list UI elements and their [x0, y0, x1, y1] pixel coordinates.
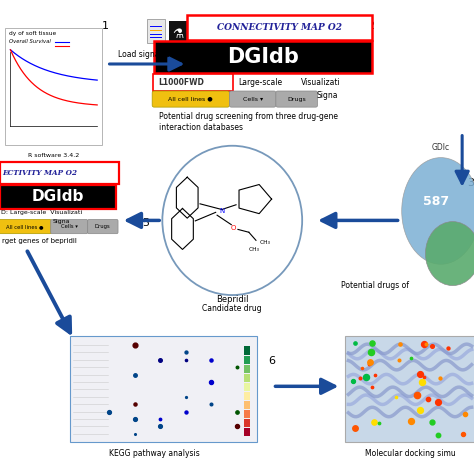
FancyBboxPatch shape: [244, 428, 250, 436]
FancyBboxPatch shape: [244, 392, 250, 400]
FancyBboxPatch shape: [229, 91, 276, 107]
Text: All cell lines ●: All cell lines ●: [168, 97, 213, 101]
FancyBboxPatch shape: [244, 365, 250, 373]
FancyBboxPatch shape: [147, 19, 165, 43]
FancyBboxPatch shape: [276, 91, 318, 107]
Text: Load signature: Load signature: [118, 50, 176, 59]
Text: 6: 6: [268, 356, 275, 365]
FancyBboxPatch shape: [153, 74, 233, 91]
Text: Cells ▾: Cells ▾: [61, 224, 78, 229]
FancyBboxPatch shape: [152, 91, 229, 107]
FancyBboxPatch shape: [244, 383, 250, 391]
Text: ⚗: ⚗: [172, 27, 183, 41]
Text: Drugs: Drugs: [287, 97, 306, 101]
FancyBboxPatch shape: [0, 185, 116, 209]
FancyBboxPatch shape: [0, 219, 51, 234]
FancyBboxPatch shape: [345, 336, 474, 442]
FancyBboxPatch shape: [244, 410, 250, 418]
Text: L1000FWD: L1000FWD: [158, 78, 204, 87]
Text: Drugs: Drugs: [94, 224, 110, 229]
Text: CH₃: CH₃: [249, 247, 260, 252]
Text: R software 3.4.2: R software 3.4.2: [27, 153, 79, 158]
FancyBboxPatch shape: [244, 374, 250, 382]
FancyBboxPatch shape: [88, 219, 118, 234]
Text: O: O: [231, 226, 237, 231]
Text: DGIdb: DGIdb: [227, 47, 299, 67]
Text: 2: 2: [367, 21, 374, 31]
FancyBboxPatch shape: [154, 41, 372, 73]
Text: Signa: Signa: [317, 91, 338, 100]
Text: ECTIVITY MAP O2: ECTIVITY MAP O2: [2, 169, 77, 177]
Text: 3: 3: [467, 178, 474, 188]
Text: CONNECTIVITY MAP O2: CONNECTIVITY MAP O2: [217, 23, 342, 32]
Text: 4: 4: [329, 218, 337, 228]
Text: 587: 587: [423, 195, 449, 208]
Text: DGIdb: DGIdb: [32, 189, 84, 204]
Ellipse shape: [425, 222, 474, 285]
Text: Overall Survival: Overall Survival: [9, 39, 51, 44]
Text: Candidate drug: Candidate drug: [202, 304, 262, 313]
FancyBboxPatch shape: [169, 21, 187, 47]
Text: CH₃: CH₃: [260, 240, 271, 245]
FancyBboxPatch shape: [187, 15, 372, 40]
Text: Potential drugs of: Potential drugs of: [341, 281, 409, 290]
Text: 5: 5: [142, 218, 149, 228]
FancyBboxPatch shape: [70, 336, 257, 442]
Ellipse shape: [162, 146, 302, 295]
Text: GDIc: GDIc: [432, 143, 450, 152]
FancyBboxPatch shape: [51, 219, 88, 234]
Text: Large-scale: Large-scale: [238, 78, 282, 87]
Text: Molecular docking simu: Molecular docking simu: [365, 449, 456, 458]
FancyBboxPatch shape: [5, 28, 102, 145]
Text: D: Large-scale  Visualizati: D: Large-scale Visualizati: [1, 210, 82, 215]
Text: Signa: Signa: [53, 219, 70, 224]
Text: rget genes of bepridil: rget genes of bepridil: [2, 238, 77, 244]
FancyBboxPatch shape: [244, 401, 250, 409]
Text: Visualizati: Visualizati: [301, 78, 341, 87]
FancyBboxPatch shape: [244, 356, 250, 364]
Text: All cell lines ●: All cell lines ●: [6, 224, 44, 229]
Text: N: N: [219, 208, 225, 214]
Text: Potential drug screening from three drug-gene
interaction databases: Potential drug screening from three drug…: [159, 112, 338, 132]
Text: KEGG pathway analysis: KEGG pathway analysis: [109, 449, 200, 458]
Ellipse shape: [402, 157, 474, 264]
FancyBboxPatch shape: [244, 419, 250, 427]
FancyBboxPatch shape: [244, 346, 250, 355]
Text: dy of soft tissue: dy of soft tissue: [9, 31, 57, 36]
FancyBboxPatch shape: [0, 162, 119, 184]
Text: Bepridil: Bepridil: [216, 295, 248, 304]
Text: 1: 1: [102, 21, 109, 31]
Text: Cells ▾: Cells ▾: [243, 97, 263, 101]
